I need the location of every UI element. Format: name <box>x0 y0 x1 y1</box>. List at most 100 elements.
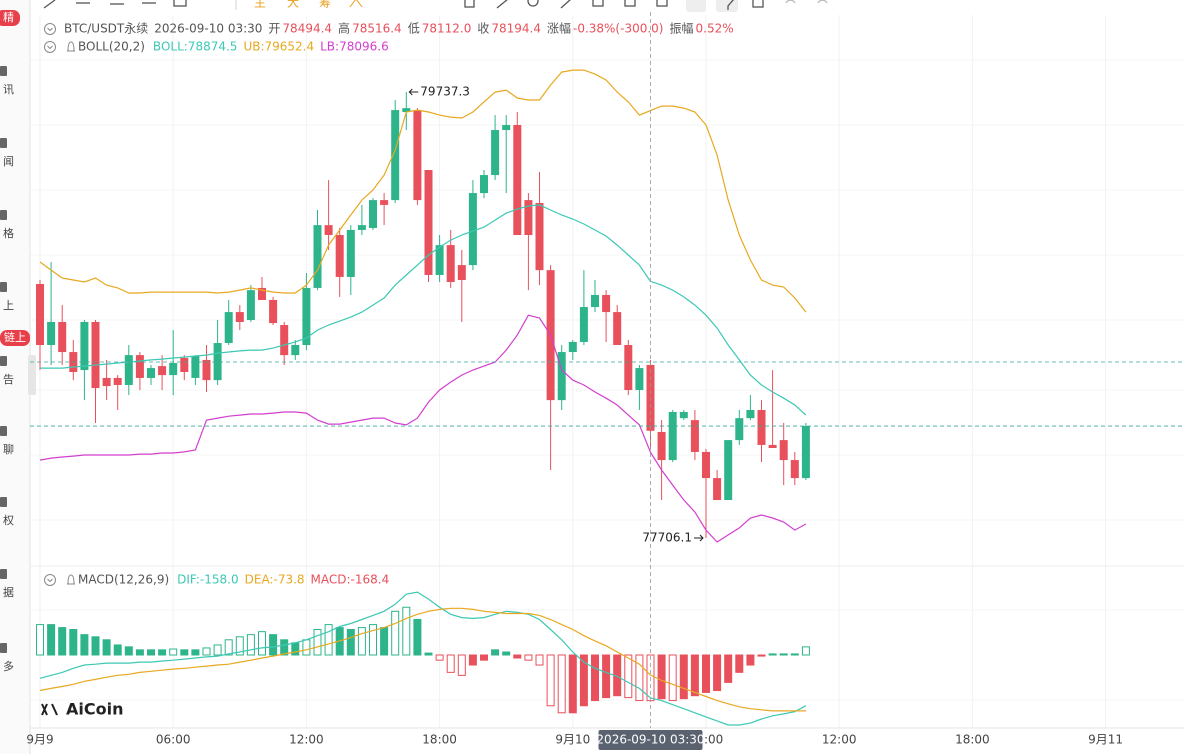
sidebar-label[interactable]: 讯 <box>3 83 14 96</box>
macd-bar <box>801 646 810 656</box>
macd-bar <box>468 654 477 666</box>
candle-body <box>80 321 89 371</box>
sidebar-label[interactable]: 聊 <box>3 442 14 456</box>
tool-undo[interactable] <box>785 0 796 4</box>
high-annotation: 79737.3 <box>420 85 470 99</box>
stat-value: 78194.4 <box>491 22 541 36</box>
macd-bar <box>546 654 555 707</box>
macd-bar <box>446 654 455 673</box>
sidebar-label[interactable]: 格 <box>3 226 14 240</box>
candle-body <box>568 341 577 353</box>
tool-filter[interactable] <box>716 0 738 12</box>
macd-bar <box>424 652 433 656</box>
x-tick-label: 12:00 <box>289 733 324 747</box>
tool-line[interactable] <box>43 0 56 9</box>
tool-icon[interactable] <box>624 0 636 7</box>
candle-body <box>258 287 266 301</box>
tool-icon[interactable] <box>496 0 508 9</box>
collapse-handle[interactable] <box>28 355 36 395</box>
macd-bar <box>413 618 422 656</box>
macd-bar <box>557 654 566 714</box>
sidebar-label[interactable]: 链上 <box>4 330 26 344</box>
candle-body <box>169 363 178 376</box>
boll-line <box>39 314 807 543</box>
candle-body <box>801 426 810 479</box>
tool-delete[interactable] <box>752 0 764 8</box>
macd-bar <box>568 654 577 714</box>
tool-icon[interactable] <box>592 0 604 7</box>
candle-body <box>36 283 44 346</box>
tool-icon[interactable] <box>464 0 475 8</box>
macd-bar <box>779 653 788 656</box>
legend-entry: DIF:-158.0 <box>177 573 238 587</box>
legend-entry: LB:78096.6 <box>320 40 389 54</box>
candle-body <box>147 368 155 378</box>
macd-bar <box>657 654 666 700</box>
candle-body <box>457 265 466 281</box>
chevron <box>47 45 53 50</box>
sidebar-label[interactable]: 据 <box>3 585 14 599</box>
macd-bar <box>535 654 544 666</box>
collapse-icon[interactable] <box>44 41 56 53</box>
stat-label: 低 <box>408 22 420 36</box>
candle-body <box>668 411 677 461</box>
macd-bar <box>435 654 444 661</box>
toolbar-label[interactable]: 主 <box>254 0 266 10</box>
tool-redo[interactable] <box>817 0 828 4</box>
candle-body <box>291 345 300 356</box>
annotation-arrow <box>694 534 704 542</box>
sidebar-icon <box>0 210 7 220</box>
macd-bar <box>380 627 389 656</box>
sidebar-icon <box>0 643 7 653</box>
candle-body <box>435 245 444 275</box>
sidebar-icon <box>0 426 7 436</box>
candle-body <box>724 440 733 501</box>
stat-label: 高 <box>338 21 350 36</box>
toolbar-label[interactable]: 筹 <box>319 0 331 10</box>
tool-icon[interactable] <box>656 0 668 7</box>
candle-body <box>380 200 389 205</box>
tool-active[interactable] <box>686 0 706 12</box>
macd-bar <box>713 654 722 692</box>
sidebar-label[interactable]: 闻 <box>3 154 14 168</box>
sidebar-label[interactable]: 权 <box>3 514 14 527</box>
macd-line <box>39 591 807 726</box>
candle-body <box>635 368 644 391</box>
collapse-icon[interactable] <box>44 574 56 586</box>
chevron <box>47 27 53 32</box>
macd-bar <box>91 636 100 656</box>
macd-bar <box>80 634 89 656</box>
stat-value: 78516.4 <box>352 22 402 36</box>
macd-bar <box>491 649 500 656</box>
alert-icon[interactable] <box>67 574 75 585</box>
macd-bar <box>635 654 644 702</box>
candle-body <box>690 420 699 452</box>
boll-line <box>39 69 807 313</box>
macd-bar <box>724 654 733 683</box>
alert-icon[interactable] <box>67 41 75 52</box>
candle-body <box>524 200 533 236</box>
macd-line <box>39 607 806 712</box>
sidebar-icon <box>0 356 7 366</box>
candle-body <box>124 355 133 385</box>
sidebar-label[interactable]: 多 <box>3 659 14 673</box>
toolbar-label[interactable]: 大 <box>287 0 299 10</box>
symbol: BTC/USDT永续 <box>64 22 148 36</box>
candle-body <box>746 410 755 419</box>
sidebar-label[interactable]: 告 <box>3 373 14 386</box>
macd-bar <box>602 654 611 699</box>
sidebar-label[interactable]: 精 <box>3 11 14 24</box>
collapse-icon[interactable] <box>44 23 56 35</box>
sidebar-icon <box>0 569 7 579</box>
candle-body <box>302 287 311 346</box>
candle-body <box>346 229 355 277</box>
sidebar-label[interactable]: 上 <box>3 299 14 312</box>
tool-icon[interactable] <box>527 0 539 7</box>
tool-icon[interactable] <box>560 0 571 9</box>
macd-bar <box>291 642 300 656</box>
time: 2026-09-10 03:30 <box>154 22 262 36</box>
chevron <box>47 578 53 583</box>
x-tick-label: 9月9 <box>26 733 53 747</box>
candle-body <box>446 245 455 282</box>
tool-rect[interactable] <box>173 0 187 7</box>
